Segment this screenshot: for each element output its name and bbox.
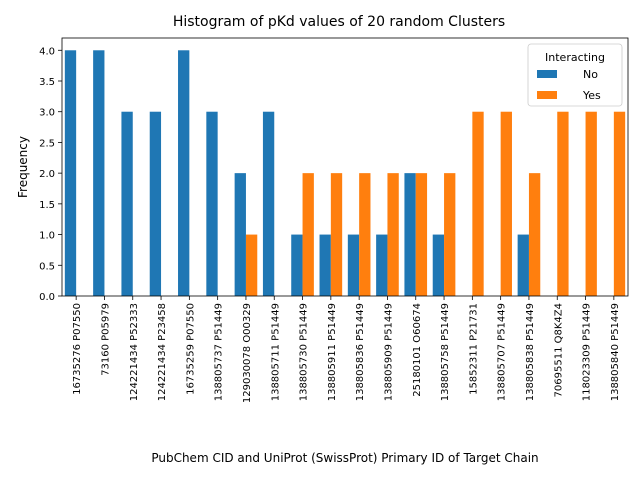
x-tick-label: 129030078 O00329	[242, 303, 253, 403]
bar-no	[291, 234, 303, 296]
y-tick-label: 0.0	[39, 292, 55, 303]
bar-yes	[500, 111, 512, 296]
bar-no	[262, 111, 275, 296]
bar-no	[376, 234, 388, 296]
bar-yes	[302, 173, 314, 296]
y-tick-label: 3.5	[39, 77, 55, 88]
bar-yes	[585, 111, 597, 296]
bars-group	[64, 50, 626, 297]
plot-frame	[61, 37, 629, 297]
legend-box	[527, 43, 623, 107]
bar-yes	[359, 173, 371, 296]
x-tick-label: 138805711 P51449	[270, 303, 281, 401]
y-tick-label: 1.5	[39, 200, 55, 211]
bar-no	[93, 50, 105, 297]
bar-no	[121, 111, 133, 296]
bar-no	[319, 234, 331, 296]
bar-no	[234, 173, 246, 296]
legend-label-yes: Yes	[582, 89, 601, 102]
x-tick-label: 16735276 P07550	[72, 303, 83, 395]
x-tick-label: 70695511 Q8K4Z4	[553, 303, 564, 397]
y-axis: 0.0 0.5 1.0 1.5 2.0 2.5 3.0 3.5 4.0	[39, 46, 62, 303]
x-tick-label: 25180101 O60674	[412, 303, 423, 397]
bar-no	[404, 173, 416, 296]
bar-no	[178, 50, 190, 297]
chart-title: Histogram of pKd values of 20 random Clu…	[173, 14, 505, 30]
bar-yes	[472, 111, 484, 296]
x-tick-label: 138805838 P51449	[525, 303, 536, 401]
x-tick-label: 118023309 P51449	[582, 303, 593, 401]
x-tick-label: 124221434 P52333	[129, 303, 140, 401]
bar-yes	[245, 234, 258, 296]
bar-yes	[557, 111, 569, 296]
x-tick-label: 124221434 P23458	[157, 303, 168, 401]
bar-yes	[613, 111, 626, 296]
y-tick-label: 2.0	[39, 169, 55, 180]
y-tick-label: 4.0	[39, 46, 55, 57]
x-tick-label: 138805758 P51449	[440, 303, 451, 401]
x-tick-label: 138805840 P51449	[610, 303, 621, 401]
bar-yes	[528, 173, 541, 296]
bar-no	[347, 234, 360, 296]
x-tick-label: 73160 P05979	[100, 303, 111, 376]
legend-title: Interacting	[545, 51, 605, 64]
y-tick-label: 3.0	[39, 108, 55, 119]
y-axis-label: Frequency	[16, 136, 30, 198]
bar-no	[517, 234, 529, 296]
bar-no	[149, 111, 162, 296]
bar-no	[432, 234, 445, 296]
x-tick-label: 138805836 P51449	[355, 303, 366, 401]
legend-label-no: No	[583, 68, 598, 81]
bar-no	[64, 50, 77, 297]
bar-yes	[330, 173, 343, 296]
y-tick-label: 1.0	[39, 231, 55, 242]
y-tick-label: 0.5	[39, 261, 55, 272]
bar-no	[206, 111, 218, 296]
bar-yes	[444, 173, 456, 296]
x-tick-label: 138805911 P51449	[327, 303, 338, 401]
x-tick-label: 138805909 P51449	[383, 303, 394, 401]
bar-yes	[387, 173, 399, 296]
x-axis: 16735276 P07550 73160 P05979 124221434 P52…	[72, 296, 621, 403]
x-tick-label: 138805730 P51449	[299, 303, 310, 401]
legend-swatch-yes	[537, 91, 557, 99]
legend-swatch-no	[537, 70, 557, 78]
x-tick-label: 138805707 P51449	[497, 303, 508, 401]
x-tick-label: 16735259 P07550	[185, 303, 196, 395]
y-tick-label: 2.5	[39, 138, 55, 149]
x-tick-label: 138805737 P51449	[214, 303, 225, 401]
bar-yes	[415, 173, 428, 296]
legend: Interacting No Yes	[527, 43, 623, 107]
x-tick-label: 15852311 P21731	[468, 303, 479, 395]
x-axis-label: PubChem CID and UniProt (SwissProt) Prim…	[151, 451, 538, 465]
